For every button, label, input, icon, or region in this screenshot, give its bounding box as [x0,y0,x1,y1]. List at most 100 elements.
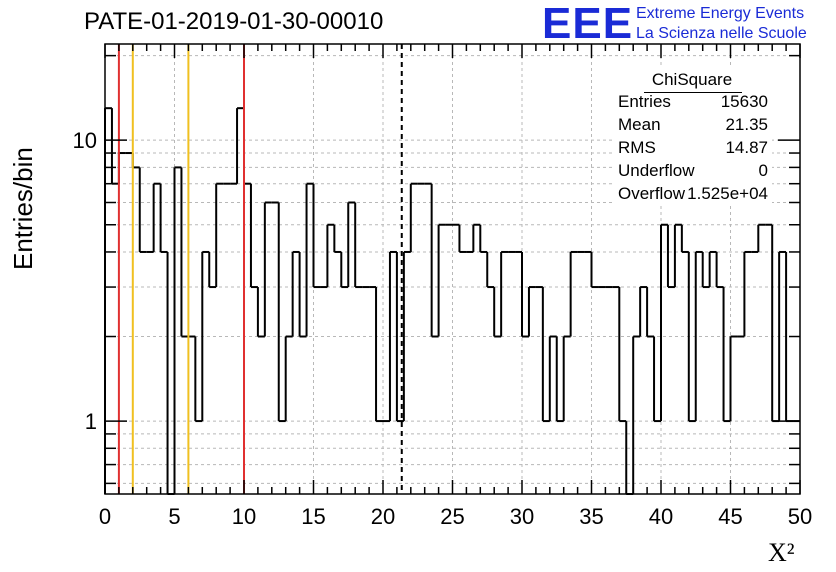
histogram-bin [201,250,210,422]
tick-labels: 0 5 10 15 20 25 30 35 40 45 50 1 10 [73,128,813,529]
stats-value: 21.35 [725,115,768,134]
histogram-bin [653,336,661,423]
stats-value: 1.525e+04 [687,184,768,203]
stats-value: 0 [758,161,768,180]
histogram-bin [527,286,536,337]
histogram-bin [562,335,571,422]
histogram-bin [639,286,648,337]
histogram-bin [166,251,175,495]
histogram-bin [104,107,112,494]
histogram-bin [493,287,502,338]
stats-key: Underflow [618,161,695,180]
histogram-bin [298,251,307,338]
histogram-bin [284,335,293,422]
histogram-bin [388,250,397,422]
histogram-bin [479,224,488,253]
histogram-bin [110,108,119,185]
histogram-bin [395,251,404,423]
histogram-bin [569,250,578,337]
x-tick-label: 10 [232,504,256,529]
logo-line-2: La Scienza nelle Scuole [636,25,807,42]
histogram-bin [194,336,203,423]
stats-row-underflow: Underflow 0 [618,161,768,183]
stats-title-rule [644,92,742,93]
x-tick-label: 15 [301,504,325,529]
histogram-bin [409,182,418,252]
histogram-bin [430,183,439,338]
histogram-bin [548,335,557,422]
histogram-bin [249,183,258,289]
x-tick-label: 25 [440,504,464,529]
stats-key: Mean [618,115,661,134]
histogram-bin [541,287,550,423]
reference-lines [117,44,403,494]
histogram-bin [521,251,529,338]
histogram-bin [215,182,224,288]
histogram-bin [673,223,682,288]
histogram-bin [555,336,564,423]
histogram-bin [236,107,244,184]
histogram-bin [340,251,349,289]
histogram-bin [243,108,251,185]
eee-logo-mark: EEE [542,0,634,48]
x-tick-label: 20 [371,504,395,529]
histogram-bin [375,287,383,423]
histogram-bin [694,250,703,422]
histogram-bin [208,251,217,289]
histogram-bin [701,251,710,289]
histogram-bin [437,223,446,337]
axis-ticks [104,44,801,494]
histogram-bin [618,287,627,423]
chart-title: PATE-01-2019-01-30-00010 [84,8,384,35]
stats-box: ChiSquare Entries 15630 Mean 21.35 RMS 1… [612,68,772,206]
stats-key: RMS [618,138,656,157]
histogram-bin [715,251,724,289]
histogram-bin [666,224,675,289]
histogram-bin [590,251,599,289]
stats-title: ChiSquare [651,70,733,89]
histogram-bin [402,250,411,422]
histogram-bin [152,182,161,252]
histogram-bin [680,224,689,253]
histogram-bin [256,287,265,338]
histogram-bin [326,223,335,288]
histogram-bin [722,287,731,423]
histogram-bin [743,250,752,337]
histogram-bin [500,250,509,337]
histogram-bin [354,202,363,289]
histogram-bin [687,251,696,423]
x-tick-label: 40 [649,504,673,529]
histogram-bin [660,223,668,422]
x-tick-label: 35 [579,504,603,529]
histogram-bin [771,224,780,423]
histogram-bin [131,153,140,169]
histogram-bin [117,152,126,184]
x-tick-label: 30 [510,504,534,529]
x-tick-label: 0 [99,504,111,529]
histogram-bin [159,183,168,253]
x-tick-label: 50 [788,504,812,529]
histogram-bin [486,251,495,289]
logo-line-1: Extreme Energy Events [636,5,805,22]
histogram-bin [458,224,467,253]
stats-value: 15630 [720,92,768,111]
histogram-bin [277,202,286,423]
histogram-bin [138,167,147,253]
histogram-bin [312,183,321,289]
stats-key: Entries [618,92,671,111]
y-axis-label: Entries/bin [8,147,38,270]
histogram-bin [347,201,356,288]
stats-value: 14.87 [725,138,768,157]
y-tick-label: 1 [85,409,97,434]
histogram-bin [708,250,717,288]
histogram [104,107,800,495]
histogram-bin [291,250,300,337]
histogram-bin [173,166,182,494]
y-tick-label: 10 [73,128,97,153]
stats-row-rms: RMS 14.87 [618,138,768,160]
x-tick-label: 5 [168,504,180,529]
histogram-bin [180,167,189,338]
histogram-bin [632,335,641,494]
